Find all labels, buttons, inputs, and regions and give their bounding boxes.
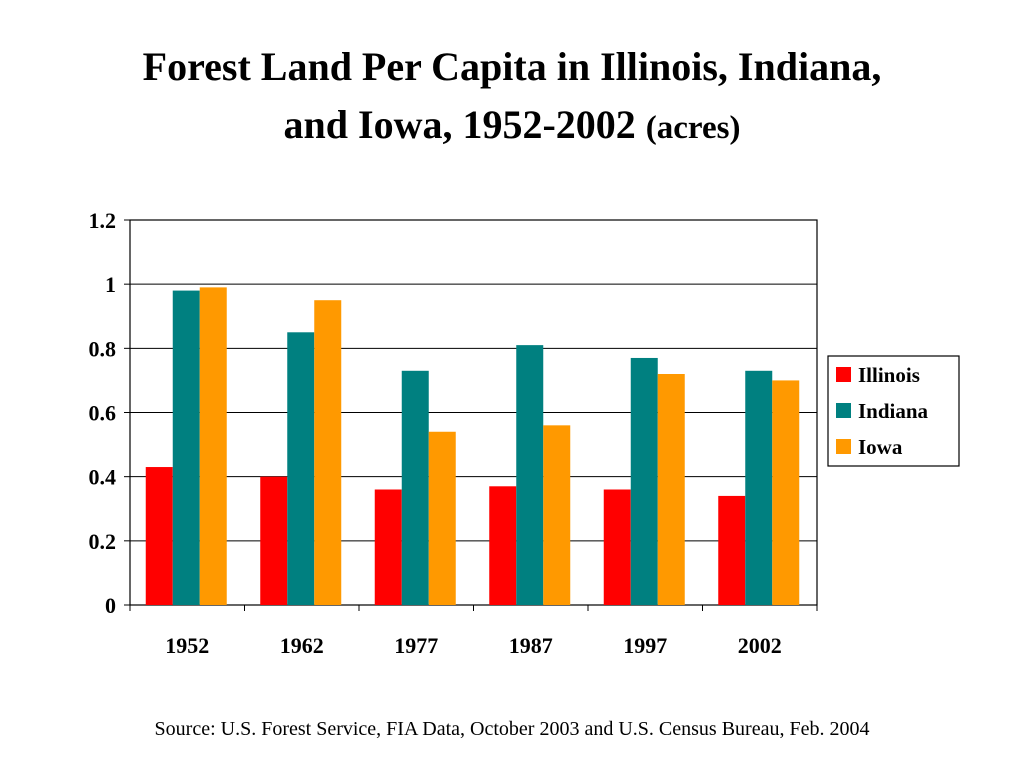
bar-iowa-2002 [772,380,800,605]
bar-illinois-1977 [374,489,402,605]
bar-illinois-2002 [718,495,746,605]
chart-title-unit: (acres) [645,110,741,146]
bar-indiana-1997 [630,357,658,605]
legend-swatch-iowa [836,439,851,454]
legend-label-indiana: Indiana [858,399,929,423]
chart-title-line-1: Forest Land Per Capita in Illinois, Indi… [142,44,882,89]
legend-label-illinois: Illinois [858,363,920,387]
x-axis-tick-labels: 1952 1962 1977 1987 1997 2002 [165,633,782,658]
chart-title-line-2: and Iowa, 1952-2002 (acres) [0,96,1024,157]
chart-title-line-2-text: and Iowa, 1952-2002 [283,102,636,147]
bar-indiana-1977 [401,370,429,605]
bar-illinois-1997 [603,489,631,605]
bar-iowa-1977 [428,431,456,605]
bar-iowa-1952 [199,287,227,605]
gridlines [130,283,817,542]
bar-illinois-1962 [260,476,288,605]
y-axis-tick-labels: 0 0.2 0.4 0.6 0.8 1 1.2 [89,208,117,618]
x-tick-label: 1997 [623,633,667,658]
x-tick-label: 2002 [738,633,782,658]
y-tick-label: 1.2 [89,208,117,233]
y-tick-label: 0.2 [89,529,117,554]
y-tick-label: 0 [105,593,116,618]
legend-label-iowa: Iowa [858,435,903,459]
bar-indiana-1952 [172,290,200,605]
legend-swatch-illinois [836,367,851,382]
chart-title: Forest Land Per Capita in Illinois, Indi… [0,38,1024,157]
legend-swatch-indiana [836,403,851,418]
legend: Illinois Indiana Iowa [827,355,960,467]
bar-indiana-2002 [745,370,773,605]
bar-indiana-1962 [287,332,315,605]
bars [145,287,800,605]
bar-iowa-1962 [314,300,342,605]
y-tick-label: 1 [105,272,116,297]
bar-illinois-1952 [145,467,173,605]
x-tick-label: 1952 [165,633,209,658]
bar-indiana-1987 [516,345,544,605]
x-tick-label: 1962 [280,633,324,658]
y-tick-label: 0.8 [89,336,117,361]
x-tick-label: 1977 [394,633,438,658]
bar-chart: 0 0.2 0.4 0.6 0.8 1 1.2 1952 1962 1977 1987 1997 20… [89,208,960,658]
bar-iowa-1997 [657,374,685,605]
bar-iowa-1987 [543,425,571,605]
y-tick-label: 0.6 [89,401,117,426]
axis-ticks [124,219,818,611]
x-tick-label: 1987 [509,633,553,658]
bar-illinois-1987 [489,486,517,605]
y-tick-label: 0.4 [89,465,117,490]
source-note: Source: U.S. Forest Service, FIA Data, O… [154,718,870,740]
